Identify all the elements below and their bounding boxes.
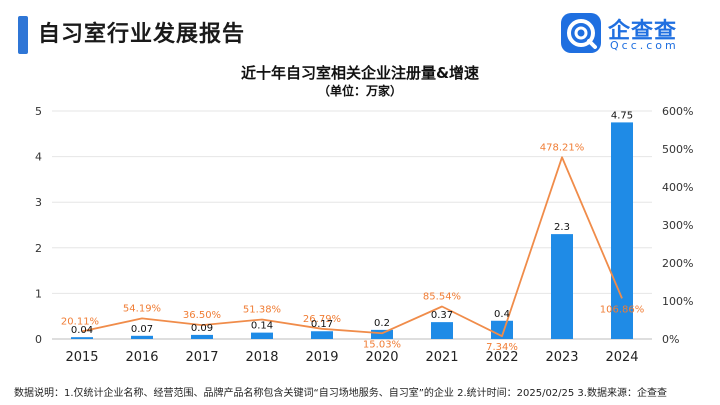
growth-label: 106.86%	[600, 304, 645, 315]
registration-growth-chart: 0 1 2 3 4 5 0% 100% 200% 300% 400% 500% 600% 20.11% 54…	[35, 105, 693, 365]
x-tick-label: 2018	[245, 350, 278, 365]
bar	[71, 337, 93, 339]
bar-value-label: 4.75	[611, 110, 633, 121]
logo-text: 企查查	[608, 19, 678, 44]
report-header: 自习室行业发展报告 企查查 Qcc.com	[0, 0, 720, 62]
y-right-tick-label: 600%	[662, 105, 693, 118]
y-left-tick-label: 5	[35, 105, 42, 118]
x-tick-label: 2023	[545, 350, 578, 365]
bar	[191, 334, 213, 339]
x-tick-label: 2019	[305, 350, 338, 365]
bar-value-label: 0.4	[494, 309, 510, 320]
y-left-tick-label: 3	[35, 196, 42, 209]
bar-value-label: 0.17	[311, 319, 333, 330]
report-title: 自习室行业发展报告	[38, 22, 246, 47]
bar-value-label: 2.3	[554, 222, 570, 233]
growth-label: 7.34%	[486, 342, 518, 353]
y-left-tick-label: 0	[35, 333, 42, 346]
growth-label: 20.11%	[61, 316, 99, 327]
growth-label: 26.79%	[303, 314, 341, 325]
x-tick-label: 2020	[365, 350, 398, 365]
qcc-logo-icon	[561, 13, 601, 53]
qcc-logo: 企查查 Qcc.com	[560, 12, 710, 56]
x-tick-label: 2022	[485, 350, 518, 365]
growth-label: 51.38%	[243, 304, 281, 315]
x-tick-label: 2024	[605, 350, 638, 365]
bar	[371, 329, 393, 339]
y-right-tick-label: 400%	[662, 181, 693, 194]
growth-label: 36.50%	[183, 310, 221, 321]
y-right-tick-label: 300%	[662, 219, 693, 232]
x-tick-label: 2015	[65, 350, 98, 365]
bar-value-label: 0.2	[374, 318, 390, 329]
y-left-tick-label: 2	[35, 242, 42, 255]
growth-line	[81, 156, 623, 338]
bar-value-label: 0.14	[251, 321, 273, 332]
x-tick-label: 2017	[185, 350, 218, 365]
x-tick-label: 2021	[425, 350, 458, 365]
growth-label: 54.19%	[123, 303, 161, 314]
chart-subtitle: （单位：万家）	[317, 84, 402, 98]
bar	[311, 331, 333, 339]
bar-value-label: 0.09	[191, 323, 213, 334]
growth-label: 15.03%	[363, 339, 401, 350]
bar-value-label: 0.37	[431, 310, 453, 321]
bar	[431, 322, 453, 339]
growth-label: 478.21%	[540, 142, 585, 153]
logo-subtext: Qcc.com	[610, 39, 679, 52]
y-left-tick-label: 1	[35, 287, 42, 300]
bar	[131, 335, 153, 339]
y-right-tick-label: 500%	[662, 143, 693, 156]
y-right-tick-label: 100%	[662, 295, 693, 308]
y-left-tick-label: 4	[35, 151, 42, 164]
bar-value-label: 0.04	[71, 325, 93, 336]
growth-label: 85.54%	[423, 291, 461, 302]
bar	[551, 234, 573, 339]
chart-title: 近十年自习室相关企业注册量&增速	[240, 64, 480, 82]
footer-note: 数据说明：1.仅统计企业名称、经营范围、品牌产品名称包含关键词“自习场地服务、自…	[14, 388, 667, 399]
title-accent-bar	[18, 16, 28, 54]
bar-value-label: 0.07	[131, 324, 153, 335]
y-right-tick-label: 0%	[662, 333, 679, 346]
y-right-tick-label: 200%	[662, 257, 693, 270]
bar	[251, 332, 273, 339]
x-tick-label: 2016	[125, 350, 158, 365]
